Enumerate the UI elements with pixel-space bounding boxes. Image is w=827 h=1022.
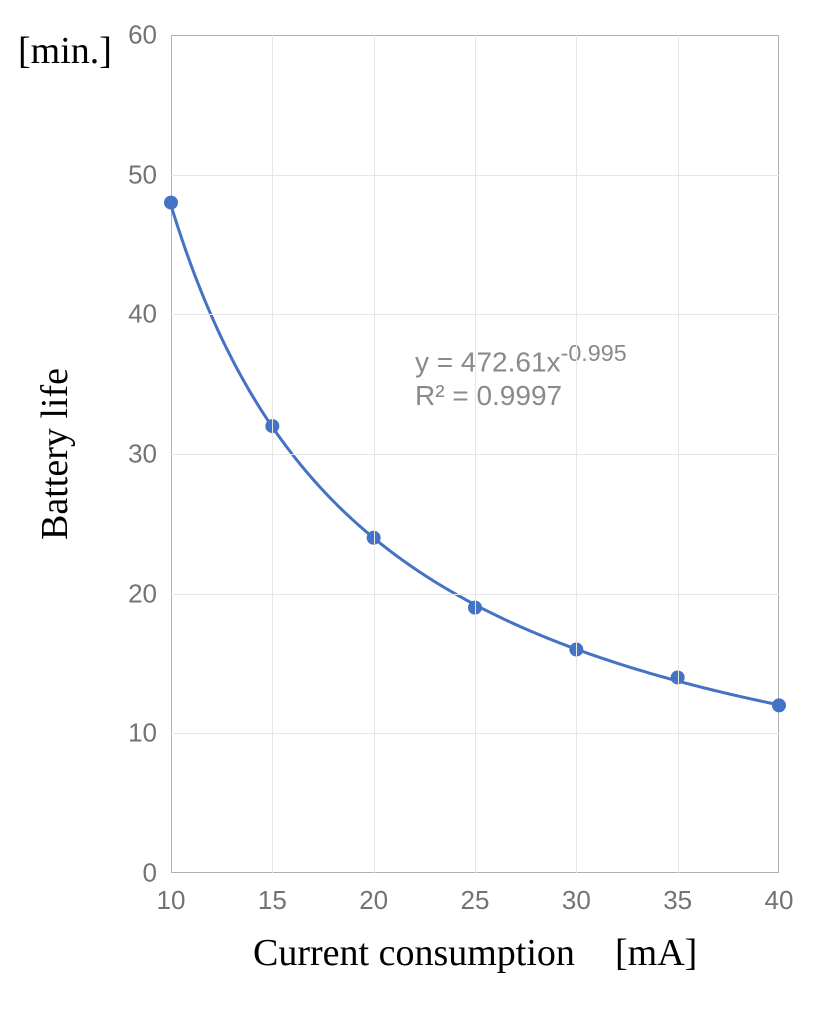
y-tick-label: 40 <box>128 299 157 330</box>
y-tick-label: 30 <box>128 439 157 470</box>
chart-stage: [min.] [mA] Battery life Current consump… <box>0 0 827 1022</box>
x-tick-label: 25 <box>461 885 490 916</box>
y-axis-unit: [min.] <box>18 29 112 73</box>
gridline-horizontal <box>171 314 779 315</box>
equation-text: y = 472.61x <box>415 346 561 377</box>
x-tick-label: 40 <box>765 885 794 916</box>
chart-svg <box>0 0 827 1022</box>
gridline-horizontal <box>171 454 779 455</box>
gridline-horizontal <box>171 733 779 734</box>
x-tick-label: 20 <box>359 885 388 916</box>
equation-annotation: y = 472.61x-0.995 <box>415 340 627 378</box>
x-axis-unit: [mA] <box>615 931 697 975</box>
x-tick-label: 30 <box>562 885 591 916</box>
x-tick-label: 35 <box>663 885 692 916</box>
data-point <box>164 196 178 210</box>
x-tick-label: 10 <box>157 885 186 916</box>
r-squared-annotation: R² = 0.9997 <box>415 380 562 412</box>
y-tick-label: 10 <box>128 718 157 749</box>
y-tick-label: 20 <box>128 578 157 609</box>
y-axis-title: Battery life <box>33 368 77 540</box>
equation-exponent: -0.995 <box>561 340 627 366</box>
gridline-horizontal <box>171 175 779 176</box>
data-point <box>772 698 786 712</box>
gridline-horizontal <box>171 594 779 595</box>
x-axis-title: Current consumption <box>253 931 575 975</box>
x-tick-label: 15 <box>258 885 287 916</box>
y-tick-label: 50 <box>128 159 157 190</box>
y-tick-label: 60 <box>128 20 157 51</box>
y-tick-label: 0 <box>143 858 157 889</box>
